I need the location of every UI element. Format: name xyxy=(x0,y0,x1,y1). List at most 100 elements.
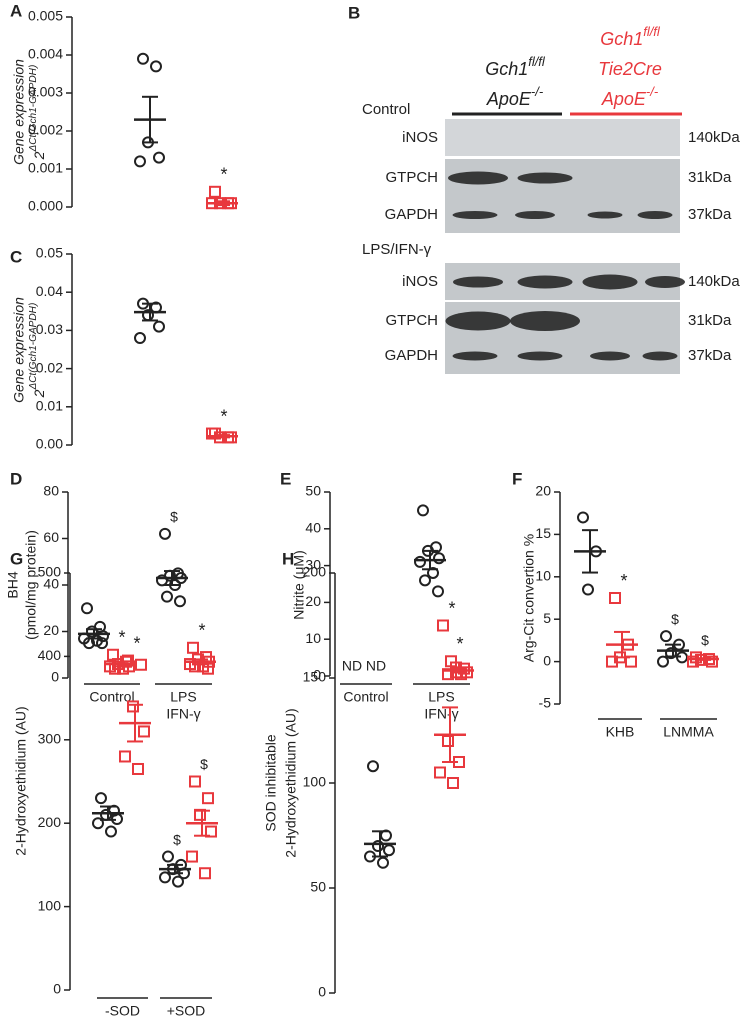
y-tick-label: 50 xyxy=(310,879,326,895)
annotation: * xyxy=(448,598,455,618)
y-tick-label: 0 xyxy=(313,667,321,683)
blot-band xyxy=(445,311,511,331)
size-label: 140kDa xyxy=(688,273,740,290)
genotype-label: Gch1fl/fl xyxy=(600,24,661,48)
blot-band xyxy=(510,311,580,331)
note: ND xyxy=(342,658,362,674)
y-tick-label: 60 xyxy=(43,529,59,545)
annotation: $ xyxy=(170,509,178,525)
group-label: LNMMA xyxy=(663,724,714,740)
y-tick-label: 0.004 xyxy=(28,46,63,62)
protein-label: GTPCH xyxy=(386,169,439,186)
panel-letter: G xyxy=(10,549,23,568)
annotation: $ xyxy=(200,756,208,772)
y-tick-label: 0.00 xyxy=(36,436,63,452)
blot-band xyxy=(452,211,498,219)
data-point xyxy=(706,655,718,668)
data-point xyxy=(202,792,214,805)
y-tick-label: 10 xyxy=(535,568,551,584)
group-label: Control xyxy=(89,689,134,705)
y-axis-label: Gene expression xyxy=(11,297,27,403)
text-part: 2 xyxy=(31,151,47,160)
data-point xyxy=(367,760,379,773)
condition-label: LPS/IFN-γ xyxy=(362,241,432,258)
data-point xyxy=(442,735,454,747)
superscript: fl/fl xyxy=(528,54,546,69)
annotation: * xyxy=(620,571,627,591)
genotype-label: ApoE-/- xyxy=(486,84,544,108)
annotation: $ xyxy=(173,831,181,847)
y-tick-label: 30 xyxy=(305,556,321,572)
y-axis-label: 2-Hydroxyethidium (AU) xyxy=(283,708,299,857)
y-tick-label: 80 xyxy=(43,483,59,499)
y-tick-label: 300 xyxy=(38,731,62,747)
data-point xyxy=(95,792,107,805)
y-tick-label: 15 xyxy=(535,525,551,541)
data-point xyxy=(174,595,186,608)
data-point xyxy=(372,840,384,852)
annotation: $ xyxy=(671,611,679,627)
blot-band xyxy=(453,276,503,288)
data-point xyxy=(450,661,462,674)
data-point xyxy=(135,658,147,671)
annotation: * xyxy=(220,165,227,185)
blot-strip xyxy=(445,119,680,156)
panel-letter: B xyxy=(348,3,360,22)
y-axis-label: Gene expression xyxy=(11,59,27,165)
group-label: IFN-γ xyxy=(166,706,200,722)
text-part: Gch1 xyxy=(600,29,643,49)
data-point xyxy=(127,700,139,713)
data-point xyxy=(432,585,444,598)
y-tick-label: 100 xyxy=(303,774,327,790)
y-tick-label: 150 xyxy=(303,669,327,685)
data-point xyxy=(205,825,217,838)
y-tick-label: 0.002 xyxy=(28,122,63,138)
data-point xyxy=(665,647,677,660)
group-label: LPS xyxy=(428,689,454,705)
data-point xyxy=(100,808,112,821)
blot-band xyxy=(448,171,508,185)
y-tick-label: 40 xyxy=(43,576,59,592)
data-point xyxy=(159,527,171,540)
y-tick-label: 0.04 xyxy=(36,283,63,299)
data-point xyxy=(92,817,104,830)
data-point xyxy=(442,668,454,681)
y-tick-label: -5 xyxy=(539,695,552,711)
data-point xyxy=(434,766,446,779)
y-tick-label: 500 xyxy=(38,564,62,580)
data-point xyxy=(660,630,672,643)
y-tick-label: 20 xyxy=(535,483,551,499)
y-tick-label: 200 xyxy=(38,814,62,830)
data-point xyxy=(134,332,146,345)
y-axis-label: 2-Hydroxyethidium (AU) xyxy=(13,706,29,855)
y-tick-label: 0.03 xyxy=(36,321,63,337)
text-part: ApoE xyxy=(601,89,647,109)
y-tick-label: 0.000 xyxy=(28,198,63,214)
data-point xyxy=(81,602,93,615)
panel-letter: C xyxy=(10,247,22,266)
data-point xyxy=(150,60,162,73)
protein-label: GAPDH xyxy=(385,347,438,364)
blot-band xyxy=(515,211,555,219)
group-label: +SOD xyxy=(167,1003,206,1016)
superscript: ΔCt(Gch1-GAPDH) xyxy=(28,303,39,391)
blot-band xyxy=(582,274,638,290)
data-point xyxy=(377,856,389,869)
protein-label: iNOS xyxy=(402,129,438,146)
blot-band xyxy=(637,211,673,219)
data-point xyxy=(186,850,198,863)
data-point xyxy=(189,775,201,788)
y-tick-label: 0.001 xyxy=(28,160,63,176)
data-point xyxy=(172,875,184,888)
data-point xyxy=(187,641,199,654)
size-label: 37kDa xyxy=(688,347,732,364)
note: ND xyxy=(366,658,386,674)
annotation: * xyxy=(456,634,463,654)
annotation: $ xyxy=(701,632,709,648)
y-axis-label: Nitrite (μM) xyxy=(291,550,307,620)
data-point xyxy=(625,655,637,668)
data-point xyxy=(162,850,174,863)
y-tick-label: 0.02 xyxy=(36,359,63,375)
